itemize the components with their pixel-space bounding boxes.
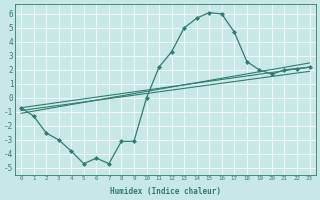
X-axis label: Humidex (Indice chaleur): Humidex (Indice chaleur) xyxy=(110,187,221,196)
